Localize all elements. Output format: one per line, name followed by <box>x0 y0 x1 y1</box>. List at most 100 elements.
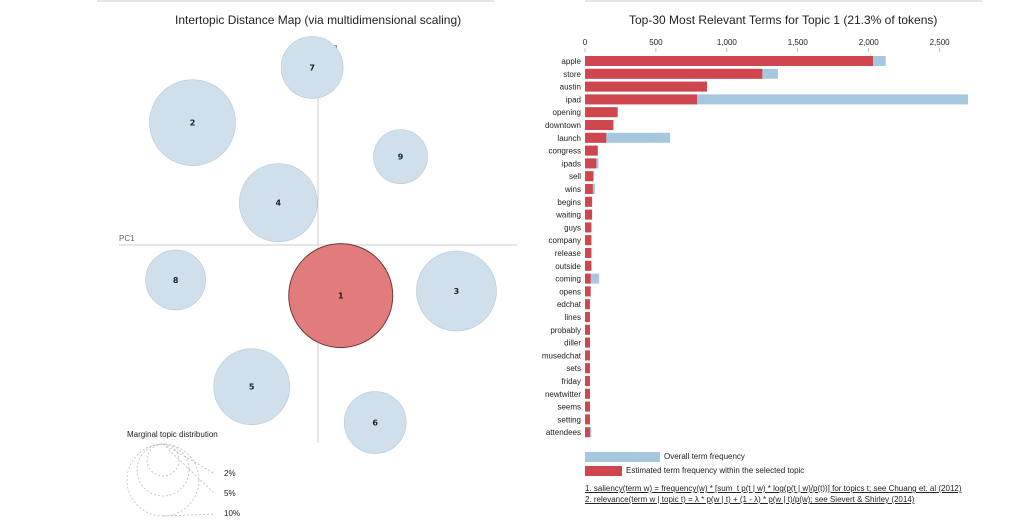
bar-topic-ipads[interactable] <box>585 158 597 169</box>
bar-topic-guys[interactable] <box>585 222 592 233</box>
term-label-attendees[interactable]: attendees <box>546 428 581 437</box>
term-label-lines[interactable]: lines <box>565 313 581 322</box>
term-label-store[interactable]: store <box>563 70 581 79</box>
term-label-probably[interactable]: probably <box>550 326 581 335</box>
term-label-sell[interactable]: sell <box>569 172 581 181</box>
intertopic-map-title: Intertopic Distance Map (via multidimens… <box>175 13 462 27</box>
legend-estimated-label: Estimated term frequency within the sele… <box>626 466 805 475</box>
bar-topic-friday[interactable] <box>585 376 590 386</box>
term-label-opens[interactable]: opens <box>559 287 581 296</box>
bar-topic-opening[interactable] <box>585 107 618 118</box>
bar-topic-seems[interactable] <box>585 401 590 412</box>
term-label-outside[interactable]: outside <box>555 262 581 271</box>
term-label-austin[interactable]: austin <box>560 83 581 92</box>
x-tick-label: 2,500 <box>930 38 951 47</box>
term-label-coming[interactable]: coming <box>555 275 581 284</box>
topic-circle-2[interactable] <box>149 79 236 166</box>
term-label-waiting[interactable]: waiting <box>555 211 581 220</box>
x-tick-label: 2,000 <box>859 38 880 47</box>
bar-topic-company[interactable] <box>585 235 592 246</box>
marginal-label-2pct: 2% <box>224 469 236 478</box>
term-label-newtwitter[interactable]: newtwitter <box>545 390 581 399</box>
bar-topic-release[interactable] <box>585 248 592 258</box>
term-label-begins[interactable]: begins <box>557 198 581 207</box>
term-label-edchat[interactable]: edchat <box>557 300 582 309</box>
bar-topic-edchat[interactable] <box>585 299 590 310</box>
topic-label-1: 1 <box>338 292 344 301</box>
x-tick-label: 500 <box>649 38 663 47</box>
topic-circle-5[interactable] <box>213 348 290 425</box>
term-label-opening[interactable]: opening <box>553 108 581 117</box>
topic-circle-1[interactable] <box>288 243 394 349</box>
legend-overall-label: Overall term frequency <box>664 452 745 461</box>
term-label-friday[interactable]: friday <box>561 377 581 386</box>
term-label-apple[interactable]: apple <box>561 57 581 66</box>
terms-chart-title: Top-30 Most Relevant Terms for Topic 1 (… <box>629 13 938 27</box>
term-label-setting[interactable]: setting <box>557 415 581 424</box>
marginal-label-10pct: 10% <box>224 509 240 518</box>
topic-circle-9[interactable] <box>373 129 428 184</box>
bar-topic-congress[interactable] <box>585 145 598 156</box>
bar-topic-probably[interactable] <box>585 324 590 335</box>
legend-estimated-swatch <box>585 466 622 476</box>
footnote-saliency[interactable]: 1. saliency(term w) = frequency(w) * [su… <box>585 484 962 493</box>
bar-topic-begins[interactable] <box>585 196 593 207</box>
bar-overall-launch[interactable] <box>585 132 671 143</box>
term-label-seems[interactable]: seems <box>557 403 581 412</box>
bar-topic-outside[interactable] <box>585 260 592 271</box>
term-label-downtown[interactable]: downtown <box>545 121 581 130</box>
bar-topic-downtown[interactable] <box>585 120 614 130</box>
bar-overall-coming[interactable] <box>585 273 600 284</box>
legend-overall-swatch <box>585 452 660 462</box>
bar-overall-ipad[interactable] <box>585 94 968 105</box>
topic-circle-3[interactable] <box>416 250 497 332</box>
bar-topic-coming[interactable] <box>585 273 591 284</box>
x-tick-label: 1,000 <box>717 38 738 47</box>
left-panel-top-border <box>97 0 494 2</box>
term-label-musedchat[interactable]: musedchat <box>542 351 582 360</box>
marginal-guide-10pct <box>162 513 216 517</box>
term-label-guys[interactable]: guys <box>564 223 581 232</box>
term-label-congress[interactable]: congress <box>549 147 581 156</box>
topic-label-5: 5 <box>249 383 255 392</box>
bar-topic-sell[interactable] <box>585 171 594 182</box>
bar-topic-opens[interactable] <box>585 286 591 297</box>
topic-circle-4[interactable] <box>239 163 318 242</box>
term-label-diller[interactable]: diller <box>564 339 581 348</box>
bar-topic-sets[interactable] <box>585 363 590 374</box>
topic-label-9: 9 <box>398 153 404 162</box>
bar-topic-setting[interactable] <box>585 414 590 425</box>
term-label-sets[interactable]: sets <box>566 364 581 373</box>
term-label-release[interactable]: release <box>555 249 582 258</box>
marginal-label-5pct: 5% <box>224 489 236 498</box>
term-label-ipads[interactable]: ipads <box>562 159 581 168</box>
bar-topic-austin[interactable] <box>585 81 707 92</box>
footnote-relevance[interactable]: 2. relevance(term w | topic t) = λ * p(w… <box>585 495 915 504</box>
x-tick-label: 0 <box>583 38 588 47</box>
topic-label-6: 6 <box>372 419 378 428</box>
term-label-launch[interactable]: launch <box>557 134 581 143</box>
topic-circle-8[interactable] <box>145 249 206 311</box>
bar-topic-diller[interactable] <box>585 337 590 348</box>
bar-topic-lines[interactable] <box>585 312 590 322</box>
bar-topic-store[interactable] <box>585 68 763 79</box>
topic-circle-6[interactable] <box>343 391 407 454</box>
bar-topic-launch[interactable] <box>585 132 607 143</box>
marginal-circle-10pct <box>126 443 200 517</box>
term-label-ipad[interactable]: ipad <box>566 95 581 104</box>
topic-label-7: 7 <box>309 63 315 72</box>
bar-topic-musedchat[interactable] <box>585 350 590 361</box>
bar-topic-ipad[interactable] <box>585 94 698 105</box>
term-label-wins[interactable]: wins <box>564 185 581 194</box>
bar-topic-apple[interactable] <box>585 56 873 66</box>
bar-topic-wins[interactable] <box>585 184 593 194</box>
bar-topic-waiting[interactable] <box>585 209 593 220</box>
topic-circle-7[interactable] <box>280 36 344 99</box>
topic-label-4: 4 <box>276 199 282 208</box>
term-label-company[interactable]: company <box>549 236 581 245</box>
topic-label-8: 8 <box>173 276 179 285</box>
right-panel-top-border <box>585 0 982 2</box>
bar-topic-attendees[interactable] <box>585 427 590 438</box>
bar-topic-newtwitter[interactable] <box>585 388 590 399</box>
